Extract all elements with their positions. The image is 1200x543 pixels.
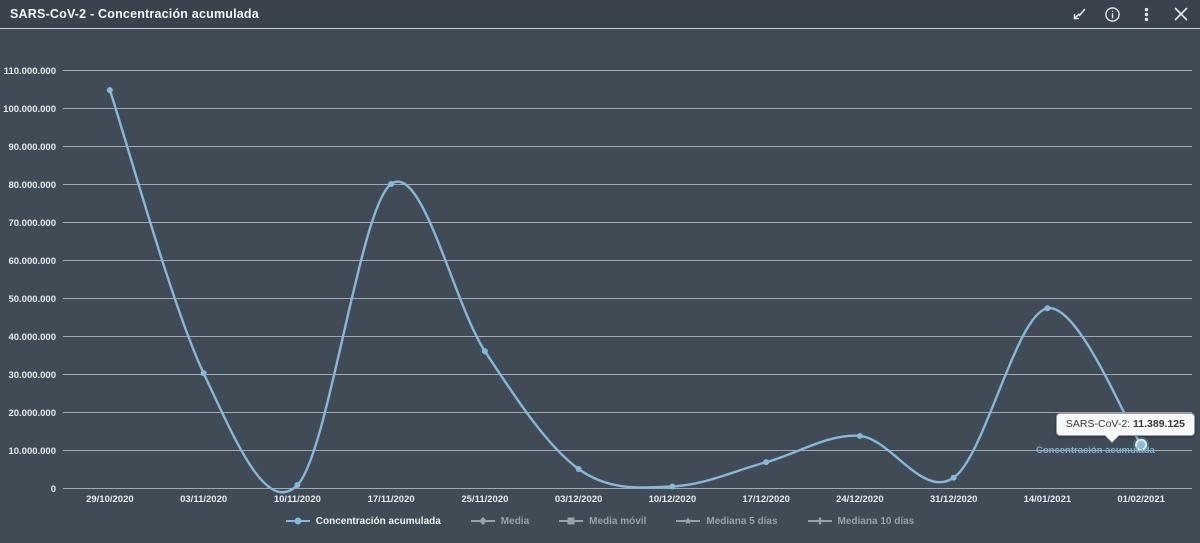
y-axis-label: 70.000.000	[8, 218, 56, 229]
y-axis-label: 60.000.000	[8, 256, 56, 267]
data-point[interactable]	[200, 370, 207, 377]
square-marker-icon	[559, 517, 584, 525]
x-axis-label: 10/11/2020	[274, 494, 321, 505]
series-end-label: Concentración acumulada	[1036, 445, 1155, 456]
plus-marker-icon	[807, 517, 832, 525]
legend-item-concentracion-acumulada[interactable]: Concentración acumulada	[285, 515, 441, 527]
data-point[interactable]	[1044, 305, 1051, 312]
y-axis-label: 80.000.000	[8, 180, 56, 191]
y-axis-label: 50.000.000	[8, 294, 56, 305]
tooltip: SARS-CoV-2: 11.389.125	[1055, 413, 1195, 443]
y-axis-label: 30.000.000	[8, 370, 56, 381]
x-axis-label: 14/01/2021	[1024, 494, 1072, 505]
x-axis-label: 01/02/2021	[1117, 494, 1165, 505]
legend-item-mediana-5-dias[interactable]: Mediana 5 días	[676, 515, 778, 527]
title-bar: SARS-CoV-2 - Concentración acumulada	[0, 0, 1200, 29]
y-axis-label: 0	[51, 484, 56, 495]
legend-item-mediana-10-dias[interactable]: Mediana 10 días	[807, 515, 915, 527]
tooltip-series: SARS-CoV-2:	[1065, 418, 1131, 430]
data-point[interactable]	[856, 432, 863, 439]
data-point[interactable]	[669, 483, 676, 490]
y-axis-label: 20.000.000	[8, 408, 56, 419]
legend-item-label: Media móvil	[589, 515, 647, 527]
legend-item-label: Media	[500, 515, 530, 527]
x-axis-label: 17/12/2020	[742, 494, 790, 505]
x-axis-label: 03/12/2020	[555, 494, 603, 505]
x-axis-label: 10/12/2020	[649, 494, 697, 505]
legend-item-label: Mediana 10 días	[837, 515, 915, 527]
x-axis-label: 24/12/2020	[836, 494, 884, 505]
kebab-menu-icon[interactable]	[1137, 5, 1156, 24]
toolbar	[1069, 5, 1190, 24]
x-axis-label: 29/10/2020	[86, 494, 134, 505]
data-point-selected[interactable]	[1135, 438, 1148, 451]
legend-item-label: Concentración acumulada	[315, 515, 441, 527]
x-axis-label: 25/11/2020	[461, 494, 508, 505]
circle-marker-icon	[285, 517, 310, 525]
tooltip-value: 11.389.125	[1133, 418, 1185, 430]
data-point[interactable]	[106, 87, 113, 94]
x-axis-label: 03/11/2020	[180, 494, 227, 505]
trend-arrow-icon[interactable]	[1069, 5, 1088, 24]
x-axis-label: 17/11/2020	[368, 494, 415, 505]
info-icon[interactable]	[1103, 5, 1122, 24]
data-point[interactable]	[388, 181, 395, 187]
diamond-marker-icon	[470, 517, 495, 525]
x-axis-label: 31/12/2020	[930, 494, 978, 505]
data-point[interactable]	[294, 481, 301, 488]
legend: Concentración acumulada Media Media móvil M…	[0, 510, 1200, 532]
legend-item-label: Mediana 5 días	[706, 515, 778, 527]
y-axis-label: 10.000.000	[8, 446, 56, 457]
window-title: SARS-CoV-2 - Concentración acumulada	[10, 7, 259, 21]
y-axis-label: 40.000.000	[8, 332, 56, 343]
close-icon[interactable]	[1171, 5, 1190, 24]
data-point[interactable]	[763, 459, 770, 466]
y-axis-label: 100.000.000	[3, 104, 56, 115]
legend-item-media[interactable]: Media	[470, 515, 530, 527]
data-point[interactable]	[950, 474, 957, 481]
data-point[interactable]	[575, 466, 582, 472]
y-axis-label: 110.000.000	[4, 66, 56, 77]
star-marker-icon	[676, 517, 701, 525]
legend-item-media-movil[interactable]: Media móvil	[559, 516, 646, 527]
series-line[interactable]	[108, 88, 1143, 494]
data-point[interactable]	[481, 348, 488, 355]
y-axis-label: 90.000.000	[8, 142, 56, 153]
